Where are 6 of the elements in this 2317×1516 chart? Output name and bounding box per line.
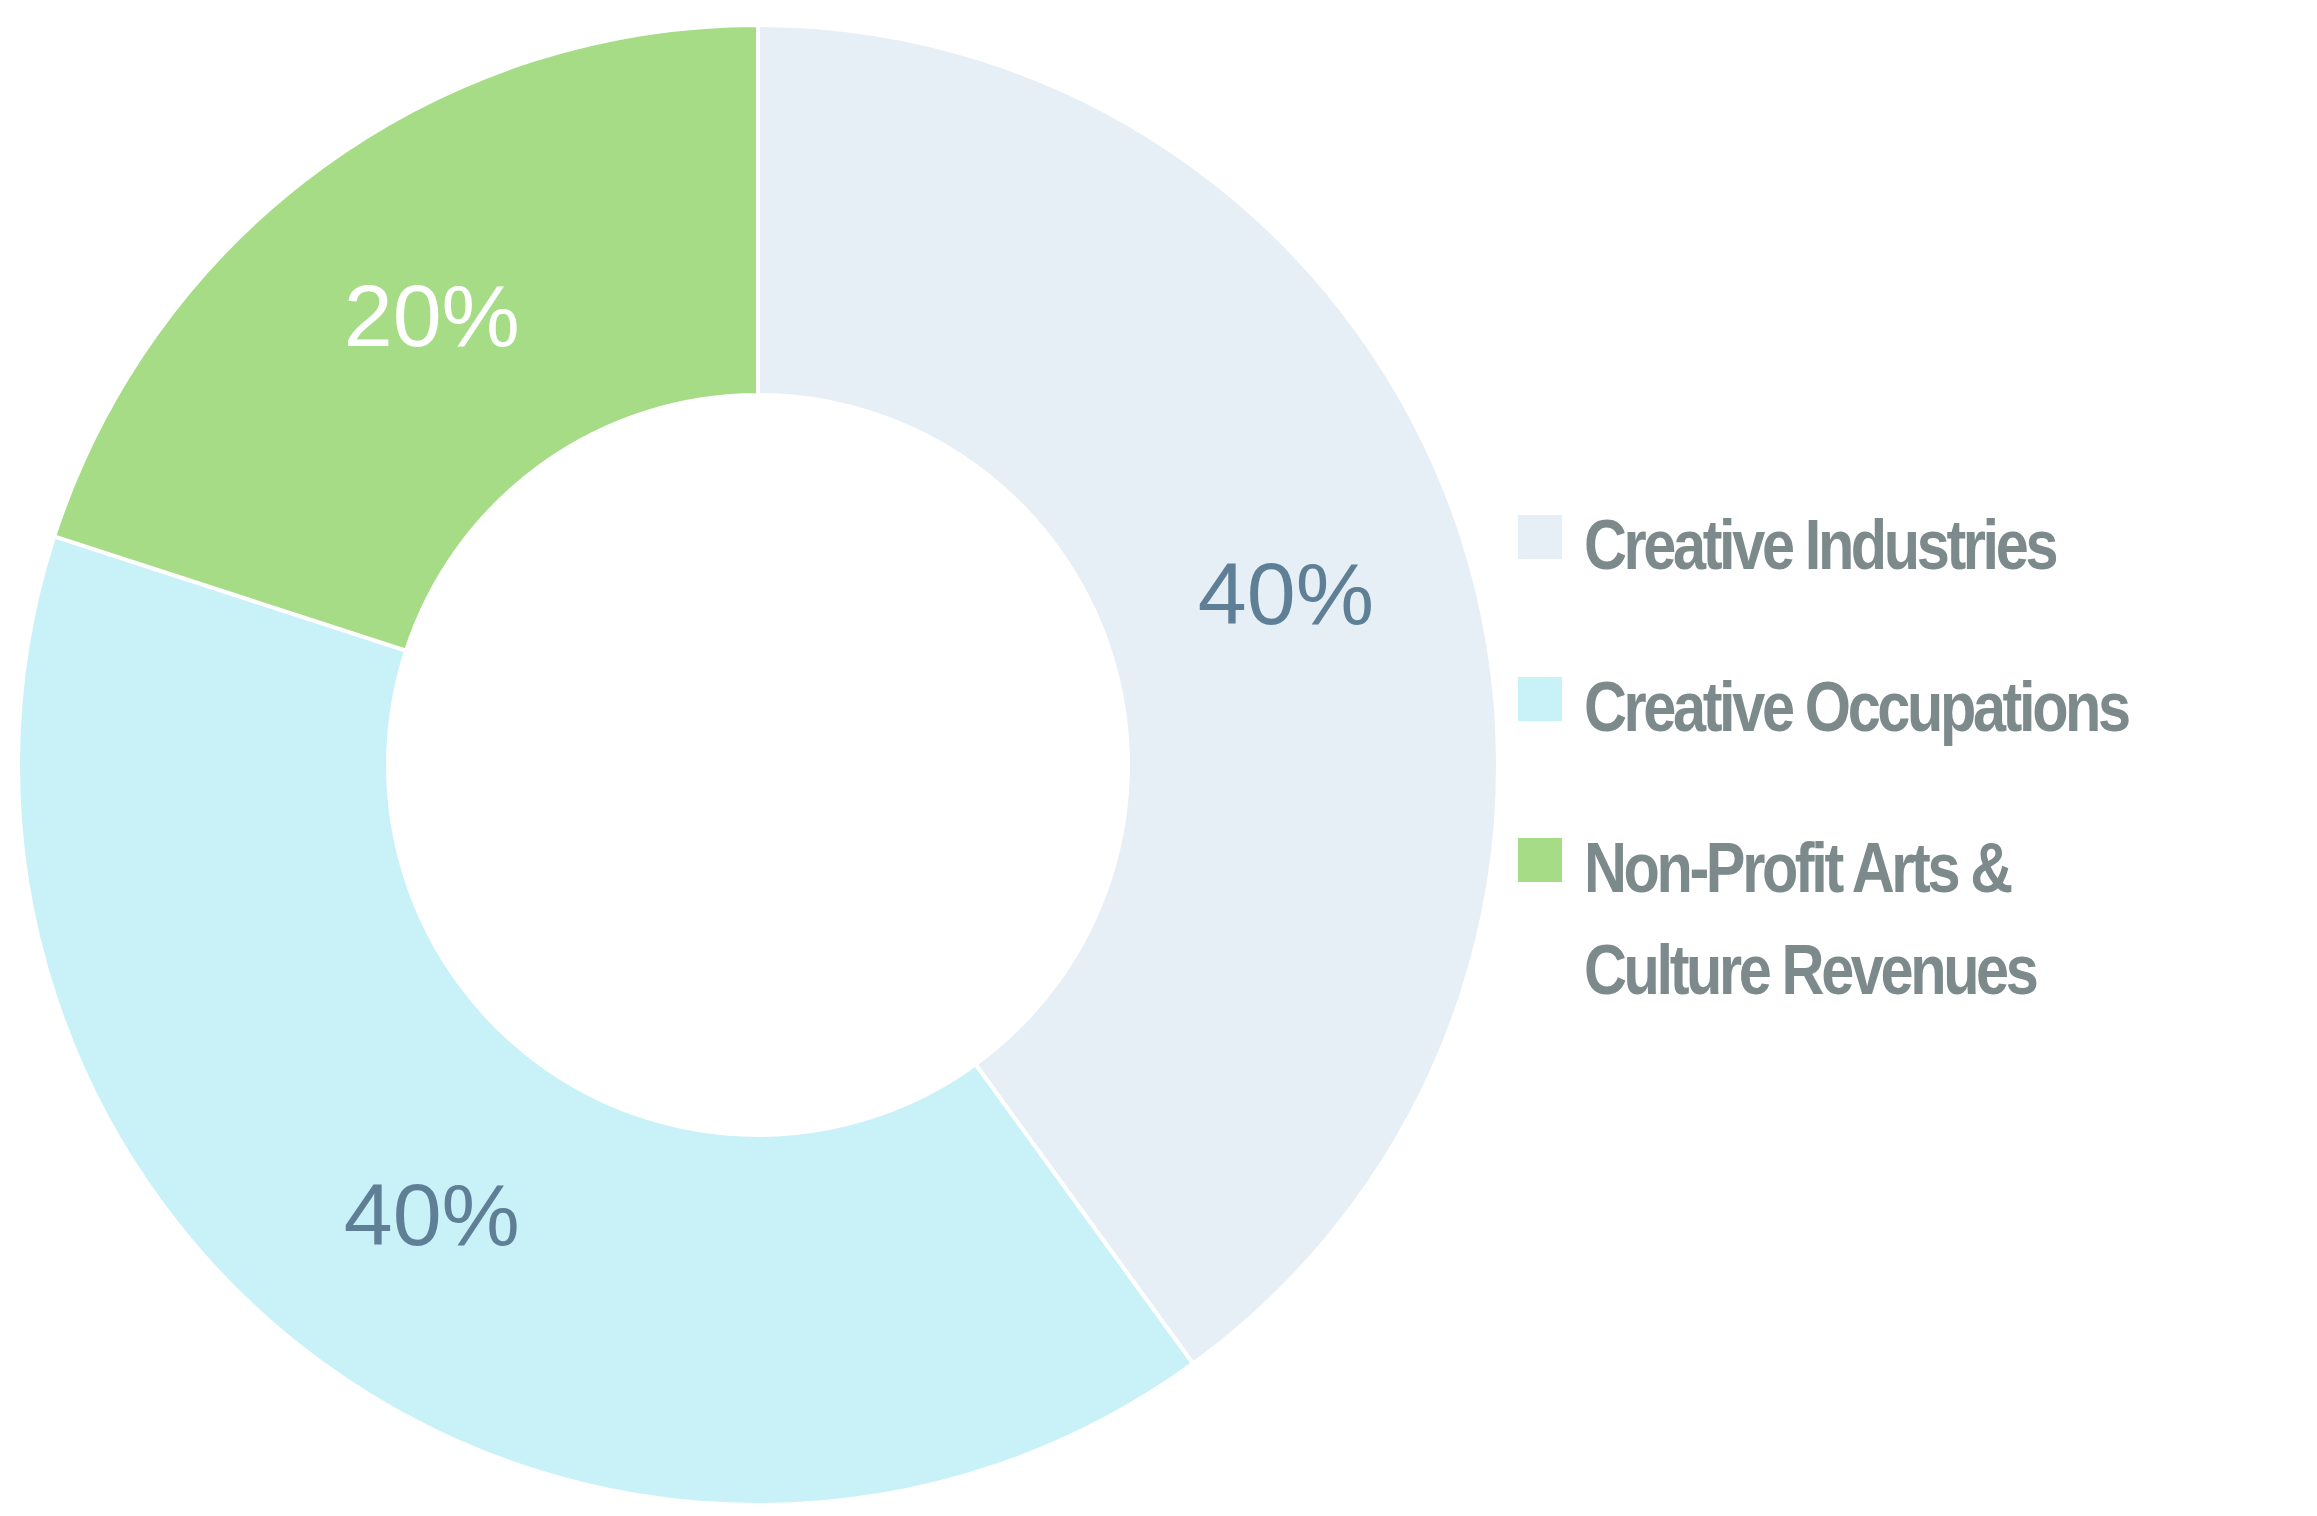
data-label: 20% [343,266,520,366]
legend-label: Creative Industries [1584,505,2056,586]
data-label: 40% [1197,544,1374,643]
legend-label: Non-Profit Arts & Culture Revenues [1584,828,2037,1011]
data-label: 40% [343,1164,520,1264]
legend-label: Creative Occupations [1584,666,2128,748]
